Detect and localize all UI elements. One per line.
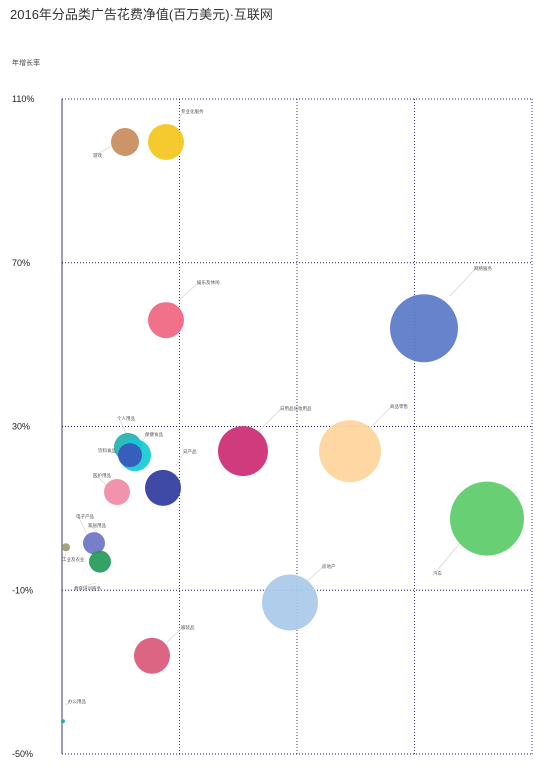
bubble xyxy=(89,550,111,573)
grid-layer xyxy=(61,98,533,755)
y-tick-label: -10% xyxy=(12,585,33,595)
bubble-label: 日产品 xyxy=(183,448,197,455)
leader-line xyxy=(166,626,184,643)
bubble-label: 服装品 xyxy=(181,624,195,631)
bubble-label: 日用品化妆用品 xyxy=(280,405,312,412)
leader-line xyxy=(305,565,325,583)
leader-line xyxy=(257,407,283,433)
bubble xyxy=(262,574,318,631)
leader-line xyxy=(175,450,186,467)
bubble-label: 房地产 xyxy=(322,563,336,570)
bubble-label: 保健食品 xyxy=(145,431,163,438)
leader-line xyxy=(75,582,97,589)
bubble-label: 办公用品 xyxy=(68,698,86,705)
y-tick-label: 70% xyxy=(12,258,30,268)
bubble-label: 游戏 xyxy=(93,152,102,159)
bubble xyxy=(61,719,65,724)
bubble xyxy=(83,532,105,555)
leader-line xyxy=(141,433,148,443)
bubble-label: 专业化服务 xyxy=(181,108,204,115)
y-tick-labels: 110% 70% 30% -10% -50% xyxy=(12,94,34,759)
bubble-label: 医护用品 xyxy=(93,472,111,479)
leader-line xyxy=(434,542,461,574)
bubble xyxy=(104,479,130,505)
leader-line xyxy=(449,267,477,297)
bubble xyxy=(450,481,524,556)
leader-line xyxy=(369,405,393,429)
bubble xyxy=(148,302,184,339)
leader-line xyxy=(63,552,67,560)
bubble xyxy=(145,469,181,506)
bubble-label: 汽车 xyxy=(433,570,442,577)
bubble xyxy=(134,637,170,674)
leader-line xyxy=(177,110,184,122)
bubble xyxy=(390,294,458,363)
y-tick-label: -50% xyxy=(12,749,33,759)
bubble-label: 网络服务 xyxy=(474,265,492,272)
bubble xyxy=(62,543,70,552)
bubble xyxy=(218,426,268,477)
bubble-label: 家居用品 xyxy=(88,522,106,529)
bubble-label: 教育培训服务 xyxy=(74,585,101,592)
chart-title: 2016年分品类广告花费净值(百万美元)·互联网 xyxy=(10,7,273,22)
y-tick-label: 30% xyxy=(12,422,30,432)
bubble xyxy=(148,123,184,160)
bubble xyxy=(111,127,139,156)
bubble-label: 工业及农业 xyxy=(62,556,85,563)
bubbles xyxy=(61,123,524,724)
bubble-label: 商品零售 xyxy=(390,403,408,410)
y-axis-label: 年增长率 xyxy=(12,60,40,67)
bubble-label: 个人用品 xyxy=(117,416,135,422)
bubble-label: 娱乐及休闲 xyxy=(197,279,220,286)
bubble xyxy=(319,420,381,483)
leader-line xyxy=(118,417,127,435)
bubble-label: 电子产品 xyxy=(76,513,94,520)
y-tick-label: 110% xyxy=(12,94,34,104)
bubble xyxy=(118,443,142,468)
bubble-label: 饮料食品 xyxy=(98,447,116,454)
leader-line xyxy=(177,281,200,302)
leader-line xyxy=(65,700,71,706)
